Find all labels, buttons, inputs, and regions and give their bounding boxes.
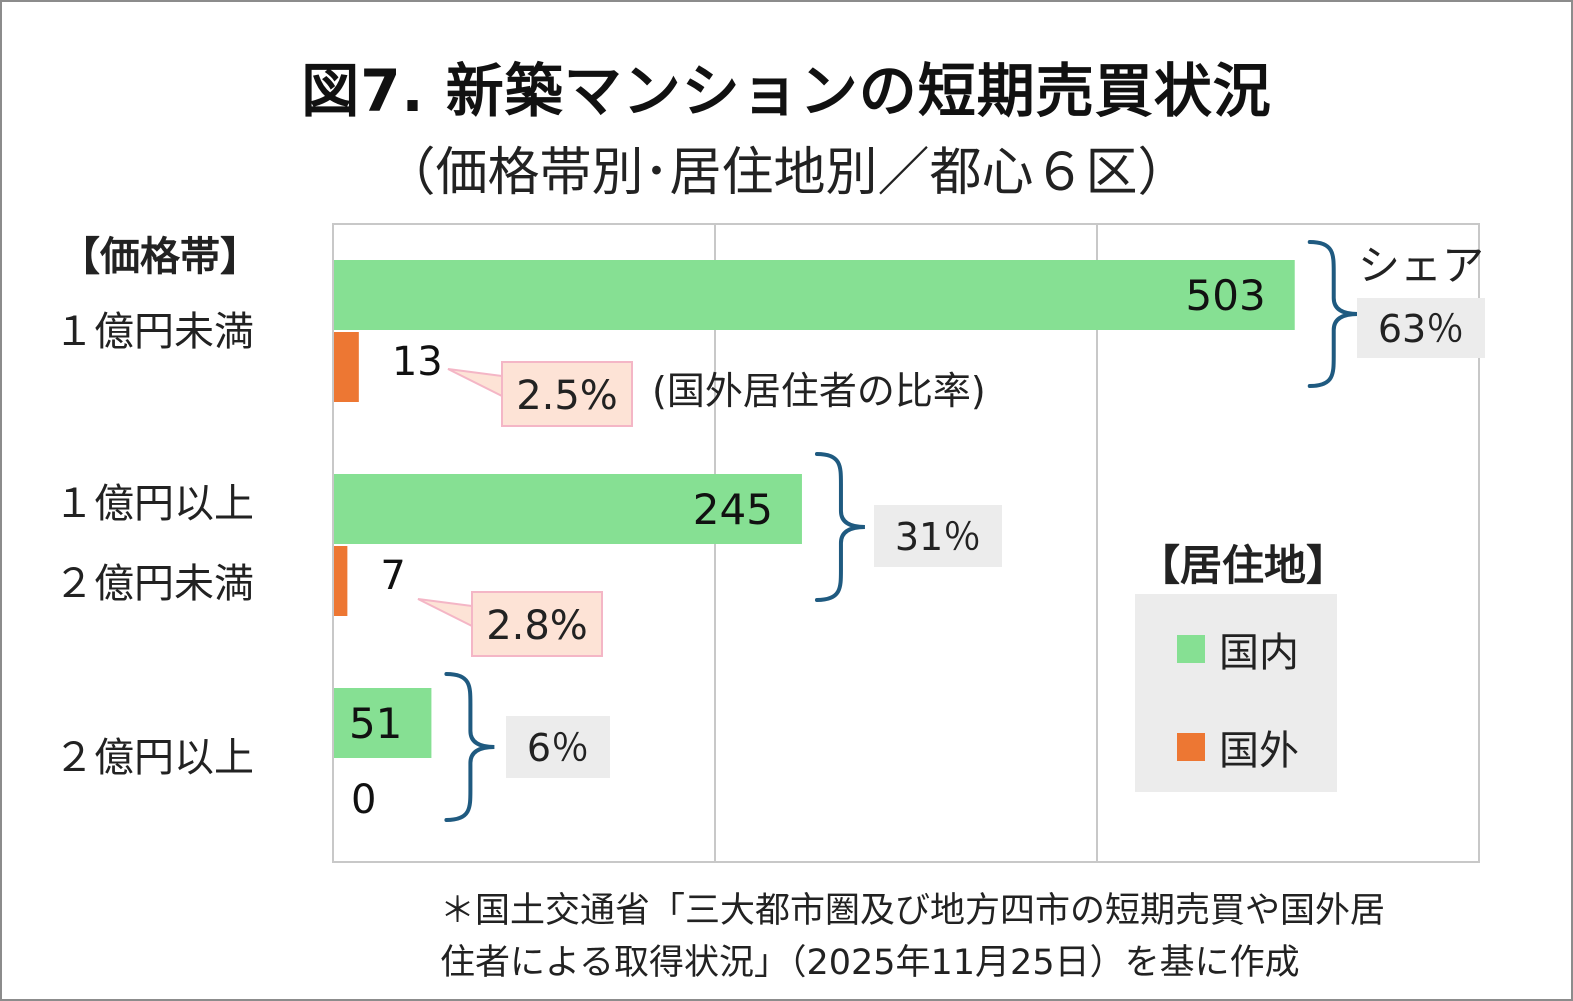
share-value: 63％ (1378, 307, 1464, 351)
share-value: 6％ (527, 726, 589, 770)
data-label-domestic: 51 (349, 699, 402, 748)
ratio-callout-joint (503, 377, 507, 395)
bar-domestic (334, 688, 432, 758)
footnote-line-2: 住者による取得状況」（2025年11月25日）を基に作成 (440, 943, 1300, 983)
share-brace (814, 452, 865, 602)
share-header: シェア (1358, 241, 1484, 290)
bar-foreign (334, 332, 359, 402)
legend-label-foreign: 国外 (1219, 728, 1299, 774)
bar-domestic (334, 260, 1295, 330)
legend-title: 【居住地】 (1138, 541, 1349, 590)
share-box (874, 505, 1002, 567)
data-label-foreign: 13 (392, 339, 443, 385)
share-brace (1307, 240, 1358, 388)
ratio-note: (国外居住者の比率) (652, 369, 986, 413)
data-label-foreign: 7 (380, 553, 405, 599)
legend-item-foreign: 国外 (1177, 718, 1299, 776)
legend-swatch-foreign (1177, 733, 1205, 761)
chart-title: 図7. 新築マンションの短期売買状況 (301, 57, 1272, 125)
category-label-3: ２億円以上 (54, 735, 254, 781)
category-label-2a: １億円以上 (54, 481, 254, 527)
share-box (1357, 298, 1485, 358)
ratio-callout (471, 591, 603, 657)
category-axis-title: 【価格帯】 (60, 234, 260, 280)
ratio-callout-pointer (417, 598, 473, 628)
data-label-domestic: 245 (693, 485, 773, 534)
ratio-callout (501, 361, 633, 427)
ratio-value: 2.5% (516, 373, 618, 419)
ratio-callout-pointer (447, 368, 503, 398)
legend-item-domestic: 国内 (1177, 620, 1299, 678)
chart-subtitle: （価格帯別･居住地別／都心６区） (383, 143, 1190, 203)
category-label-1: １億円未満 (54, 309, 254, 355)
share-box (506, 716, 610, 778)
share-value: 31％ (895, 515, 981, 559)
legend: 国内 国外 (1135, 594, 1337, 792)
bar-domestic (334, 474, 802, 544)
ratio-callout-joint (473, 607, 477, 625)
bar-foreign (334, 546, 348, 616)
legend-label-domestic: 国内 (1219, 630, 1299, 676)
legend-swatch-domestic (1177, 635, 1205, 663)
data-label-foreign: 0 (351, 777, 376, 823)
footnote-line-1: ＊国土交通省「三大都市圏及び地方四市の短期売買や国外居 (440, 891, 1386, 931)
ratio-value: 2.8% (486, 603, 588, 649)
plot-border (332, 223, 1480, 863)
category-label-2b: ２億円未満 (54, 561, 254, 607)
share-brace (444, 672, 495, 822)
data-label-domestic: 503 (1186, 271, 1266, 320)
